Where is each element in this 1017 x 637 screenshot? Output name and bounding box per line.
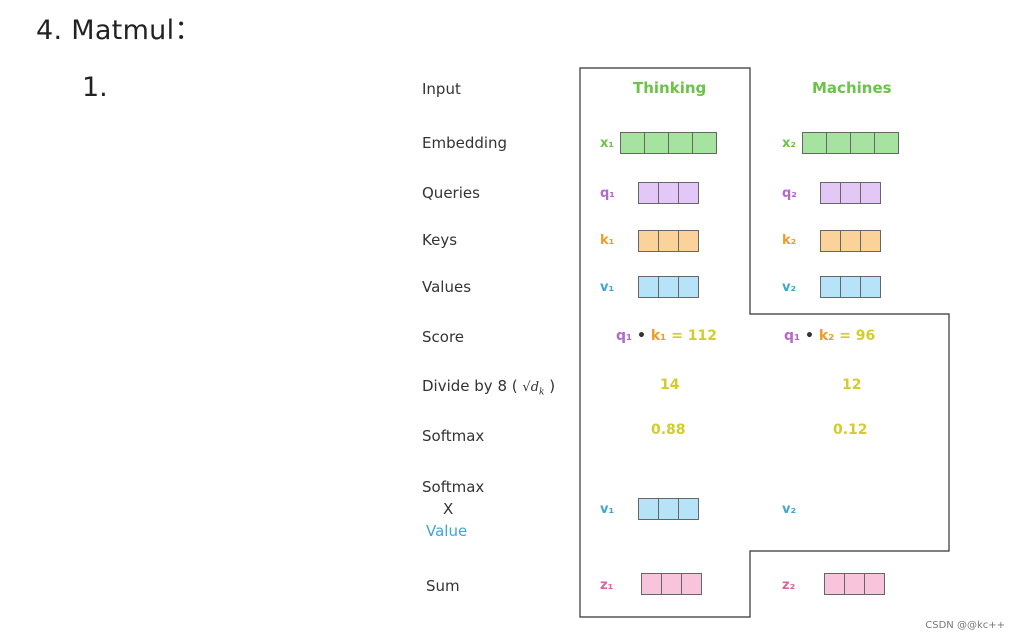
row-label-softmax: Softmax — [422, 427, 485, 445]
k2-label: k₂ — [782, 233, 797, 248]
x1-embedding-vector — [620, 132, 717, 154]
row-label-softmax-value-2: Value — [426, 522, 468, 540]
divide-prefix: Divide by 8 ( — [422, 377, 518, 395]
z2-label: z₂ — [782, 578, 796, 593]
row-label-sum: Sum — [426, 577, 460, 595]
z1-sum-vector — [641, 573, 702, 595]
divide-suffix: ) — [549, 377, 556, 395]
score-2-q: q₁ — [784, 328, 801, 344]
row-label-embedding: Embedding — [422, 134, 508, 152]
sqrt-dk-subscript: k — [539, 387, 545, 398]
x2-embedding-vector — [802, 132, 899, 154]
column-header-machines: Machines — [812, 79, 892, 97]
q2-label: q₂ — [782, 186, 797, 201]
v1-value-vector — [638, 276, 699, 298]
row-label-score: Score — [422, 328, 465, 346]
score-1-k: k₁ — [650, 328, 667, 344]
q2-query-vector — [820, 182, 881, 204]
row-label-softmax-value-1: Softmax — [422, 478, 485, 496]
q1-label: q₁ — [600, 186, 615, 201]
column-header-thinking: Thinking — [633, 79, 707, 97]
score-1: q₁ • k₁ = 112 — [616, 328, 717, 344]
v1-label: v₁ — [600, 280, 615, 295]
softmax-score-2: 0.12 — [833, 422, 868, 438]
score-2-k: k₂ — [818, 328, 835, 344]
k2-key-vector — [820, 230, 881, 252]
section-heading: 4. Matmul： — [36, 15, 202, 46]
divided-score-1: 14 — [660, 377, 680, 393]
row-label-divide: Divide by 8 ( √dk ) — [422, 377, 555, 398]
q1-query-vector — [638, 182, 699, 204]
divided-score-2: 12 — [842, 377, 862, 393]
row-label-queries: Queries — [422, 184, 480, 202]
softmax-score-1: 0.88 — [651, 422, 686, 438]
score-2-value: = 96 — [839, 328, 876, 344]
row-label-softmax-value-x: X — [443, 500, 454, 518]
score-2: q₁ • k₂ = 96 — [784, 328, 875, 344]
z2-sum-vector — [824, 573, 885, 595]
row-label-keys: Keys — [422, 231, 458, 249]
z1-label: z₁ — [600, 578, 614, 593]
row-label-values: Values — [422, 278, 472, 296]
score-1-value: = 112 — [671, 328, 718, 344]
v2-label: v₂ — [782, 280, 797, 295]
x1-label: x₁ — [600, 136, 615, 151]
score-1-q: q₁ — [616, 328, 633, 344]
k1-label: k₁ — [600, 233, 615, 248]
sqrt-dk: √d — [522, 380, 540, 395]
score-2-dot: • — [805, 328, 814, 344]
row-label-input: Input — [422, 80, 461, 98]
x2-label: x₂ — [782, 136, 797, 151]
softmax-v1-label: v₁ — [600, 502, 615, 517]
list-marker: 1. — [82, 72, 108, 103]
watermark: CSDN @@kc++ — [925, 620, 1005, 631]
score-1-dot: • — [637, 328, 646, 344]
softmax-v1-vector — [638, 498, 699, 520]
k1-key-vector — [638, 230, 699, 252]
v2-value-vector — [820, 276, 881, 298]
softmax-v2-label: v₂ — [782, 502, 797, 517]
sqrt-dk-formula: √dk — [522, 380, 545, 398]
